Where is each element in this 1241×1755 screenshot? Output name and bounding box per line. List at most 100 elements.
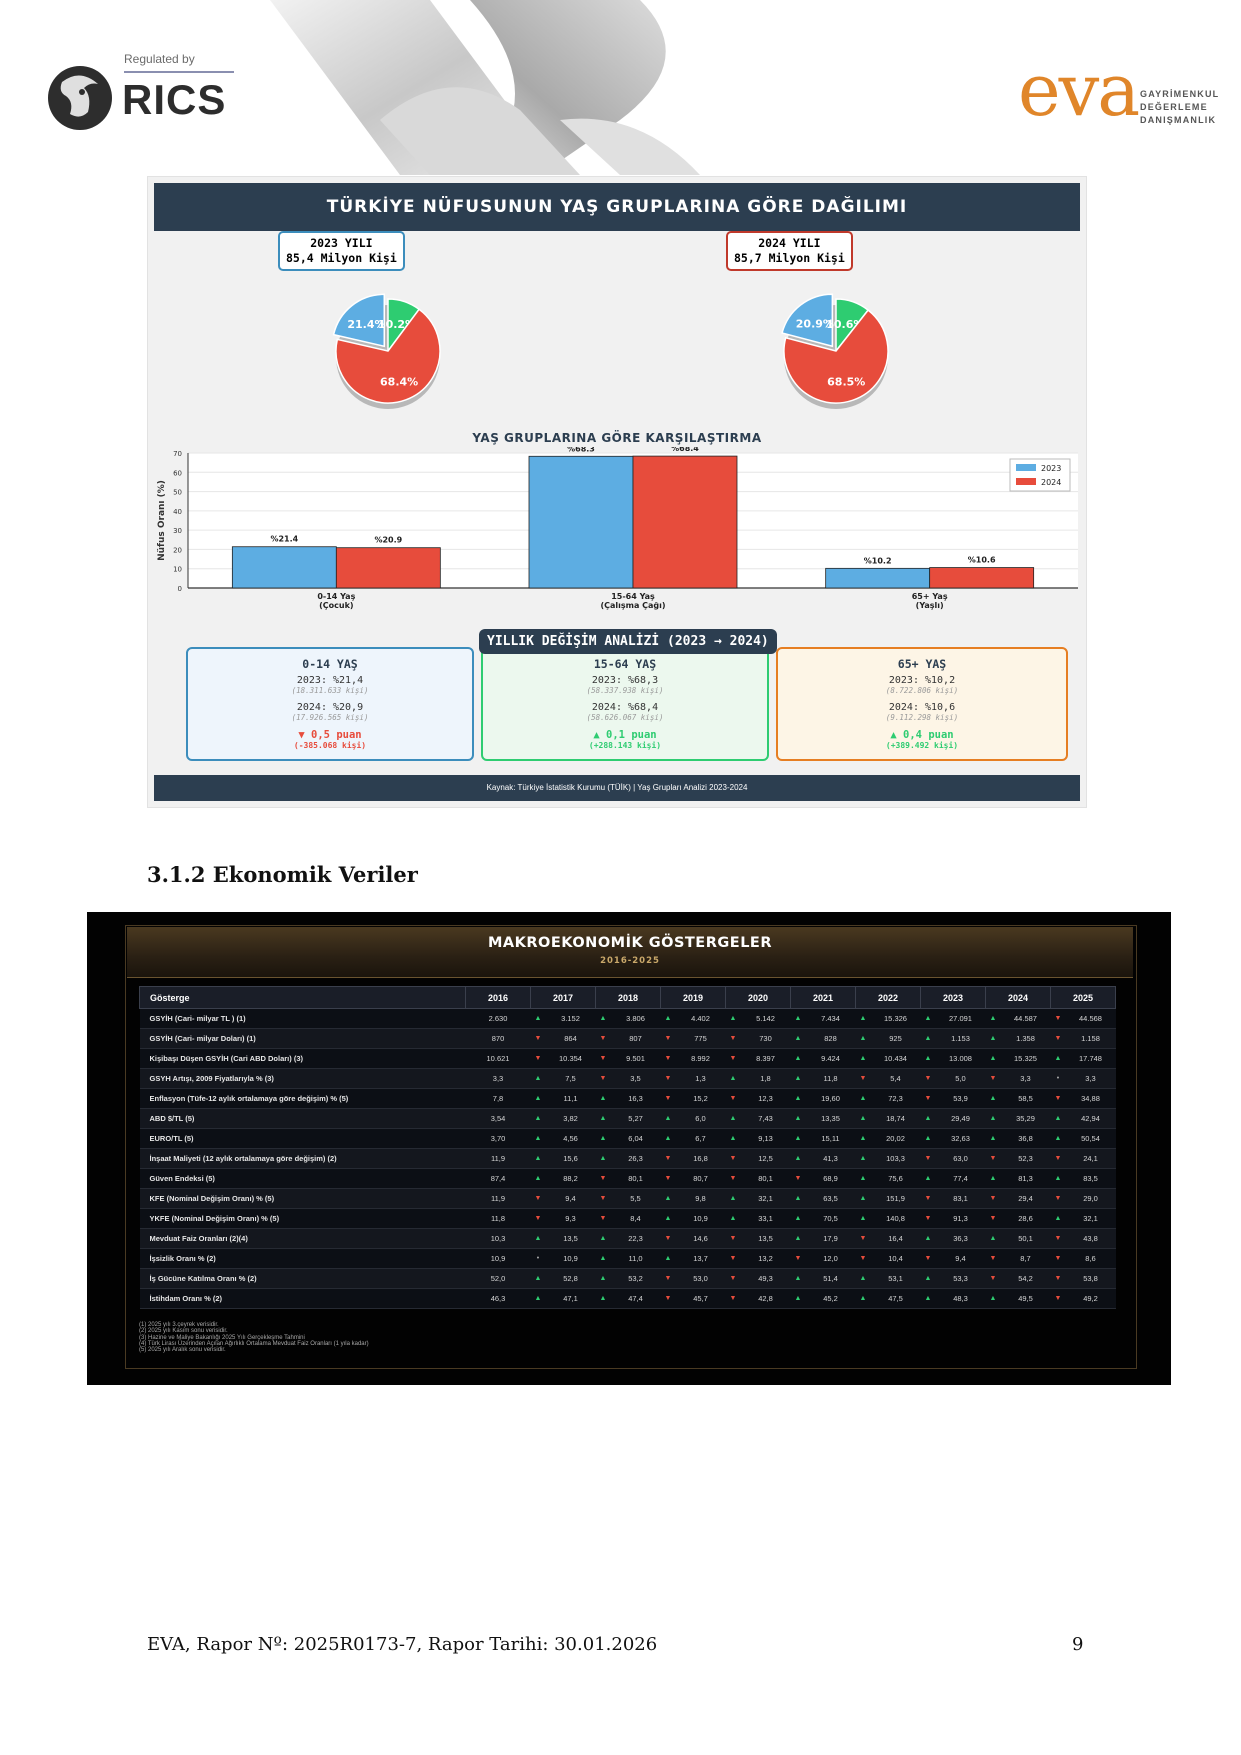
table-cell: 58,5 xyxy=(1000,1088,1051,1109)
table-cell: 52,3 xyxy=(1000,1148,1051,1169)
arrow-up-icon: ▲ xyxy=(790,1268,806,1289)
population-infographic: TÜRKİYE NÜFUSUNUN YAŞ GRUPLARINA GÖRE DA… xyxy=(147,176,1087,808)
y-tick-label: 70 xyxy=(173,450,182,458)
arrow-up-icon: ▲ xyxy=(790,1108,806,1129)
table-cell: 43,8 xyxy=(1065,1228,1116,1249)
macro-note: (4) Türk Lirası Üzerinden Açılan Ağırlık… xyxy=(139,1340,369,1347)
table-cell: 53,8 xyxy=(1065,1268,1116,1289)
table-cell: 15,11 xyxy=(805,1128,856,1149)
pie-slice xyxy=(781,293,834,348)
arrow-up-icon: ▲ xyxy=(790,1188,806,1209)
column-header: 2016 xyxy=(465,986,531,1009)
table-cell: 52,0 xyxy=(465,1268,531,1289)
table-cell: 9,8 xyxy=(675,1188,726,1209)
dot-icon: • xyxy=(530,1248,546,1269)
arrow-up-icon: ▲ xyxy=(595,1128,611,1149)
table-cell: 12,3 xyxy=(740,1088,791,1109)
y-tick-label: 50 xyxy=(173,489,182,497)
bar-2023 xyxy=(528,455,634,589)
table-cell: 3,70 xyxy=(465,1128,531,1149)
arrow-down-icon: ▼ xyxy=(985,1248,1001,1269)
change-2023-people: (58.337.938 kişi) xyxy=(586,686,664,695)
y-tick-label: 30 xyxy=(173,527,182,535)
table-cell: 6,7 xyxy=(675,1128,726,1149)
macro-subtitle: 2016-2025 xyxy=(600,956,660,966)
table-cell: 8,6 xyxy=(1065,1248,1116,1269)
column-header: 2019 xyxy=(660,986,726,1009)
arrow-up-icon: ▲ xyxy=(790,1228,806,1249)
arrow-up-icon: ▲ xyxy=(790,1048,806,1069)
arrow-up-icon: ▲ xyxy=(660,1008,676,1029)
table-cell: 8.397 xyxy=(740,1048,791,1069)
arrow-up-icon: ▲ xyxy=(855,1048,871,1069)
arrow-down-icon: ▼ xyxy=(855,1068,871,1089)
arrow-down-icon: ▼ xyxy=(660,1168,676,1189)
arrow-up-icon: ▲ xyxy=(985,1088,1001,1109)
table-cell: 24,1 xyxy=(1065,1148,1116,1169)
change-delta: ▼ 0,5 puan xyxy=(298,729,362,741)
arrow-down-icon: ▼ xyxy=(920,1208,936,1229)
column-header: 2017 xyxy=(530,986,596,1009)
table-cell: 11,8 xyxy=(465,1208,531,1229)
table-row: Enflasyon (Tüfe-12 aylık ortalamaya göre… xyxy=(139,1088,1116,1109)
arrow-down-icon: ▼ xyxy=(790,1168,806,1189)
arrow-up-icon: ▲ xyxy=(660,1128,676,1149)
arrow-down-icon: ▼ xyxy=(660,1148,676,1169)
x-tick-label: 65+ Yaş xyxy=(912,592,948,601)
table-cell: 8.992 xyxy=(675,1048,726,1069)
table-cell: 34,88 xyxy=(1065,1088,1116,1109)
macro-indicators-panel: MAKROEKONOMİK GÖSTERGELER 2016-2025 Göst… xyxy=(87,912,1171,1385)
table-cell: 9.501 xyxy=(610,1048,661,1069)
table-cell: 10,9 xyxy=(545,1248,596,1269)
arrow-up-icon: ▲ xyxy=(1050,1168,1066,1189)
arrow-down-icon: ▼ xyxy=(1050,1288,1066,1309)
table-cell: 49,2 xyxy=(1065,1288,1116,1309)
table-cell: 44.587 xyxy=(1000,1008,1051,1029)
change-2023-people: (8.722.806 kişi) xyxy=(885,686,959,695)
table-cell: 87,4 xyxy=(465,1168,531,1189)
table-cell: 26,3 xyxy=(610,1148,661,1169)
arrow-up-icon: ▲ xyxy=(920,1228,936,1249)
table-cell: 49,3 xyxy=(740,1268,791,1289)
column-header: 2018 xyxy=(595,986,661,1009)
arrow-up-icon: ▲ xyxy=(530,1268,546,1289)
change-card-heading: 0-14 YAŞ xyxy=(302,657,358,671)
arrow-down-icon: ▼ xyxy=(920,1188,936,1209)
indicator-label: ABD $/TL (5) xyxy=(139,1108,466,1129)
table-cell: 35,29 xyxy=(1000,1108,1051,1129)
y-tick-label: 60 xyxy=(173,469,182,477)
arrow-down-icon: ▼ xyxy=(1050,1188,1066,1209)
table-cell: 29,0 xyxy=(1065,1188,1116,1209)
table-cell: 47,1 xyxy=(545,1288,596,1309)
arrow-down-icon: ▼ xyxy=(530,1028,546,1049)
legend-swatch xyxy=(1016,478,1036,485)
arrow-down-icon: ▼ xyxy=(920,1248,936,1269)
table-cell: 10,9 xyxy=(465,1248,531,1269)
year-2023-label: 2023 YILI xyxy=(310,236,373,250)
bar-value-label: %20.9 xyxy=(374,536,402,545)
arrow-up-icon: ▲ xyxy=(855,1208,871,1229)
arrow-up-icon: ▲ xyxy=(855,1128,871,1149)
table-row: GSYH Artışı, 2009 Fiyatlarıyla % (3) 3,3 ▲… xyxy=(139,1068,1116,1089)
bar-value-label: %10.2 xyxy=(864,556,892,565)
arrow-down-icon: ▼ xyxy=(725,1088,741,1109)
macro-header: MAKROEKONOMİK GÖSTERGELER 2016-2025 xyxy=(127,927,1133,978)
table-cell: 11,9 xyxy=(465,1188,531,1209)
page-number: 9 xyxy=(1072,1634,1084,1655)
arrow-up-icon: ▲ xyxy=(725,1108,741,1129)
arrow-up-icon: ▲ xyxy=(920,1048,936,1069)
macro-note: (3) Hazine ve Maliye Bakanlığı 2025 Yılı… xyxy=(139,1334,305,1341)
table-cell: 3,3 xyxy=(1000,1068,1051,1089)
pie-slice-label: 68.4% xyxy=(380,375,418,388)
macro-title: MAKROEKONOMİK GÖSTERGELER xyxy=(487,935,772,951)
infographic-title: TÜRKİYE NÜFUSUNUN YAŞ GRUPLARINA GÖRE DA… xyxy=(154,183,1080,231)
arrow-up-icon: ▲ xyxy=(790,1068,806,1089)
legend-label: 2024 xyxy=(1041,478,1061,487)
arrow-down-icon: ▼ xyxy=(595,1188,611,1209)
year-2024-label: 2024 YILI xyxy=(758,236,821,250)
table-cell: 83,5 xyxy=(1065,1168,1116,1189)
table-cell: 15,2 xyxy=(675,1088,726,1109)
table-cell: 75,6 xyxy=(870,1168,921,1189)
table-cell: 29,4 xyxy=(1000,1188,1051,1209)
arrow-down-icon: ▼ xyxy=(1050,1248,1066,1269)
